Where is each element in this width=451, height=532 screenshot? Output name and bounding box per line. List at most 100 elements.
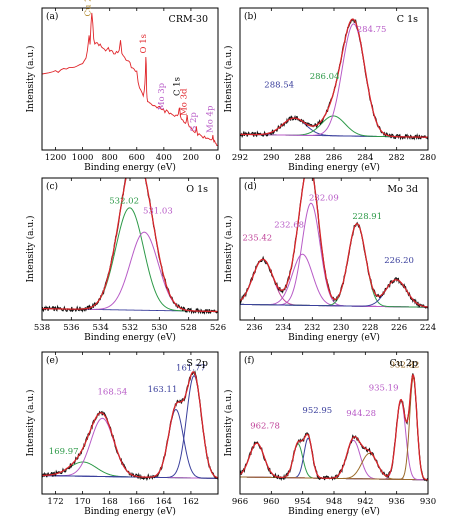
x-tick-label-6: 280 bbox=[420, 153, 436, 163]
x-tick-label-0: 966 bbox=[232, 497, 248, 507]
x-tick-label-4: 164 bbox=[156, 497, 172, 507]
x-tick-label-2: 954 bbox=[295, 497, 311, 507]
panel-title: CRM-30 bbox=[169, 14, 208, 25]
x-tick-label-4: 530 bbox=[151, 323, 167, 333]
peak-label-3: 944.28 bbox=[346, 409, 376, 419]
peak-label-1: 286.04 bbox=[310, 72, 340, 82]
x-tick-label-5: 162 bbox=[183, 497, 199, 507]
peak-label-0: 235.42 bbox=[242, 233, 272, 243]
panel-title: Mo 3d bbox=[387, 184, 418, 195]
y-axis-label: Intensity (a.u.) bbox=[25, 389, 36, 456]
x-tick-label-0: 538 bbox=[34, 323, 50, 333]
envelope-fit-line bbox=[42, 178, 218, 313]
x-tick-label-3: 230 bbox=[333, 323, 349, 333]
fit-peak-0 bbox=[240, 442, 428, 481]
x-tick-label-2: 534 bbox=[93, 323, 109, 333]
y-axis-label: Intensity (a.u.) bbox=[223, 215, 234, 282]
peak-label-2: 952.95 bbox=[302, 406, 332, 416]
plot-frame-e bbox=[41, 351, 219, 495]
x-axis-label: Binding energy (eV) bbox=[288, 332, 380, 343]
panel-title: Cu 2p bbox=[389, 358, 418, 369]
annotation-4: Mo 3d bbox=[180, 88, 190, 116]
plot-area-c bbox=[42, 178, 218, 315]
y-axis-label: Intensity (a.u.) bbox=[25, 45, 36, 112]
envelope-fit-line bbox=[240, 373, 428, 481]
plot-area-e bbox=[42, 370, 218, 481]
x-tick-label-3: 286 bbox=[326, 153, 342, 163]
envelope-fit-line bbox=[240, 178, 428, 308]
x-tick-label-5: 226 bbox=[391, 323, 407, 333]
x-tick-label-0: 292 bbox=[232, 153, 248, 163]
peak-label-2: 284.75 bbox=[357, 25, 387, 35]
x-axis-label: Binding energy (eV) bbox=[288, 162, 380, 173]
x-tick-label-0: 172 bbox=[47, 497, 63, 507]
panel-title: O 1s bbox=[186, 184, 208, 195]
annotation-3: Mo 3p bbox=[157, 82, 167, 110]
raw-data-line bbox=[42, 178, 218, 315]
plot-area-b bbox=[240, 18, 428, 141]
panel-title: C 1s bbox=[397, 14, 418, 25]
x-tick-label-5: 282 bbox=[389, 153, 405, 163]
panel-label: (e) bbox=[46, 355, 58, 366]
x-axis-label: Binding energy (eV) bbox=[288, 506, 380, 517]
x-tick-label-6: 0 bbox=[215, 153, 220, 163]
envelope-fit-line bbox=[240, 18, 428, 138]
x-tick-label-2: 288 bbox=[295, 153, 311, 163]
annotation-0: Cu 2p bbox=[84, 0, 94, 17]
plot-area-f bbox=[240, 373, 428, 482]
y-axis-label: Intensity (a.u.) bbox=[223, 45, 234, 112]
panel-label: (c) bbox=[46, 181, 58, 192]
annotation-2: C 1s bbox=[172, 77, 182, 96]
panel-label: (d) bbox=[244, 181, 257, 192]
peak-label-0: 532.02 bbox=[109, 197, 139, 207]
x-tick-label-1: 536 bbox=[63, 323, 79, 333]
plot-frame-a bbox=[41, 7, 219, 151]
x-tick-label-2: 800 bbox=[102, 153, 118, 163]
x-tick-label-6: 526 bbox=[210, 323, 226, 333]
annotation-1: O 1s bbox=[139, 34, 149, 53]
x-tick-label-1: 234 bbox=[275, 323, 291, 333]
peak-label-0: 169.97 bbox=[49, 447, 79, 457]
peak-label-0: 962.78 bbox=[250, 422, 280, 432]
x-tick-label-3: 600 bbox=[129, 153, 145, 163]
panel-a: 1200 1000 800 600 400 200 0 Binding energy (eV)… bbox=[25, 0, 221, 173]
peak-label-4: 226.20 bbox=[384, 256, 414, 266]
x-tick-label-1: 290 bbox=[263, 153, 279, 163]
x-tick-label-1: 170 bbox=[74, 497, 90, 507]
plot-area-d bbox=[240, 178, 428, 309]
annotation-6: Mo 4p bbox=[206, 105, 216, 133]
raw-data-line bbox=[42, 370, 218, 481]
fit-peak-2 bbox=[240, 437, 428, 481]
x-tick-label-3: 166 bbox=[129, 497, 145, 507]
panel-label: (a) bbox=[46, 11, 58, 22]
x-tick-label-0: 1200 bbox=[45, 153, 67, 163]
x-axis-label: Binding energy (eV) bbox=[84, 332, 176, 343]
x-tick-label-3: 532 bbox=[122, 323, 138, 333]
fit-peak-3 bbox=[42, 375, 218, 479]
peak-label-5: 935.19 bbox=[369, 383, 399, 393]
x-axis-label: Binding energy (eV) bbox=[84, 162, 176, 173]
peak-label-0: 288.54 bbox=[264, 81, 294, 91]
peak-label-2: 232.09 bbox=[309, 194, 339, 204]
annotation-5: S 2p bbox=[189, 112, 199, 132]
peak-label-1: 232.68 bbox=[274, 221, 304, 231]
survey-spectrum-line bbox=[42, 12, 218, 147]
x-tick-label-5: 936 bbox=[389, 497, 405, 507]
x-tick-label-5: 200 bbox=[183, 153, 199, 163]
fit-peak-3 bbox=[240, 439, 428, 481]
panel-title: S 2p bbox=[186, 358, 208, 369]
x-tick-label-1: 960 bbox=[263, 497, 279, 507]
fit-peak-1 bbox=[240, 443, 428, 481]
plot-frame-d bbox=[239, 177, 429, 321]
x-tick-label-6: 224 bbox=[420, 323, 436, 333]
peak-label-3: 161.77 bbox=[176, 363, 206, 373]
y-axis-label: Intensity (a.u.) bbox=[25, 215, 36, 282]
panel-f: 962.78 952.95 944.28 935.19 932.82 966 960 954 9… bbox=[223, 351, 436, 517]
panel-b: 288.54 286.04 284.75 292 290 288 286 284 282 280 B… bbox=[223, 7, 436, 173]
peak-label-1: 168.54 bbox=[98, 388, 128, 398]
y-axis-label: Intensity (a.u.) bbox=[223, 389, 234, 456]
peak-label-3: 228.91 bbox=[352, 212, 382, 222]
x-tick-label-4: 942 bbox=[357, 497, 373, 507]
